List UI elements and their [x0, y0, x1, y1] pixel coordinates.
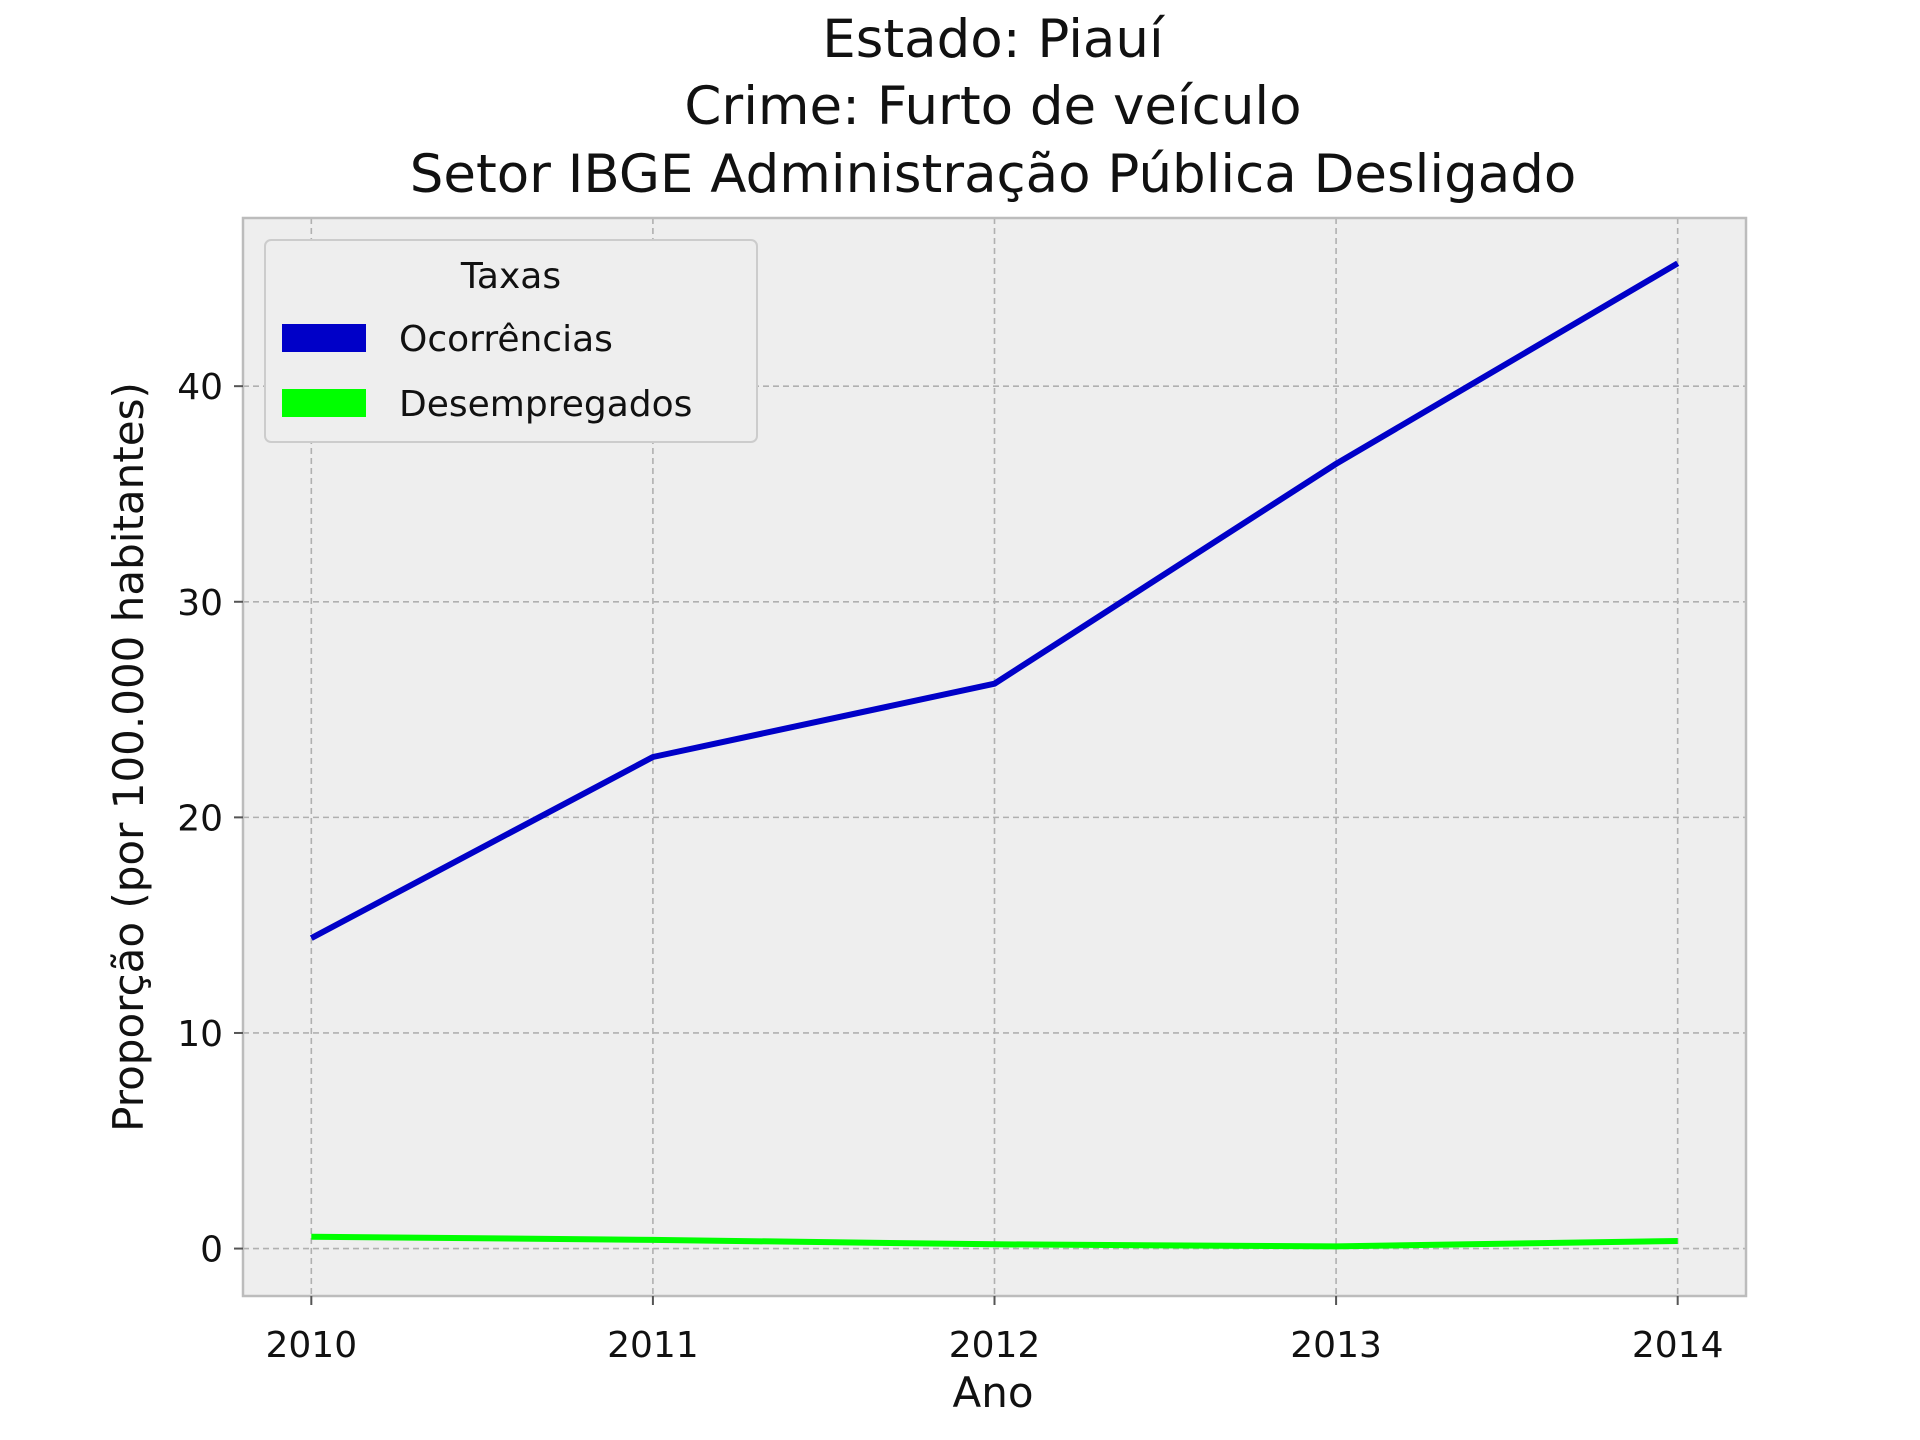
legend-title: Taxas	[460, 256, 561, 297]
x-axis-label: Ano	[952, 1368, 1033, 1417]
y-tick-label-0: 0	[200, 1230, 223, 1271]
x-tick-label-2011: 2011	[607, 1325, 699, 1366]
y-tick-label-20: 20	[177, 798, 223, 839]
x-tick-label-2013: 2013	[1290, 1325, 1382, 1366]
y-tick-label-30: 30	[177, 583, 223, 624]
series-layer	[309, 260, 1680, 1250]
chart-title-line-2: Crime: Furto de veículo	[684, 76, 1301, 137]
series-line-ocorrencias	[309, 260, 1680, 941]
legend-swatch-ocorrencias	[282, 324, 366, 352]
legend-swatch-desempregados	[282, 389, 366, 417]
grid-lines	[243, 218, 1746, 1296]
chart-title-line-1: Estado: Piauí	[822, 9, 1166, 70]
series-line-desempregados	[311, 1233, 1678, 1250]
legend-frame	[264, 239, 758, 443]
legend-label-ocorrencias: Ocorrências	[399, 319, 613, 360]
chart-title-line-3: Setor IBGE Administração Pública Desliga…	[410, 144, 1577, 205]
x-axis-ticks: 2010 2011 2012 2013 2014	[266, 1296, 1724, 1366]
legend: Taxas Ocorrências Desempregados	[264, 239, 758, 443]
x-tick-label-2014: 2014	[1632, 1325, 1724, 1366]
y-tick-label-10: 10	[177, 1014, 223, 1055]
y-axis-label: Proporção (por 100.000 habitantes)	[104, 382, 153, 1132]
x-tick-label-2012: 2012	[949, 1325, 1041, 1366]
y-tick-label-40: 40	[177, 367, 223, 408]
y-axis-ticks: 0 10 20 30 40	[177, 367, 243, 1271]
legend-label-desempregados: Desempregados	[399, 384, 692, 425]
x-tick-label-2010: 2010	[266, 1325, 358, 1366]
